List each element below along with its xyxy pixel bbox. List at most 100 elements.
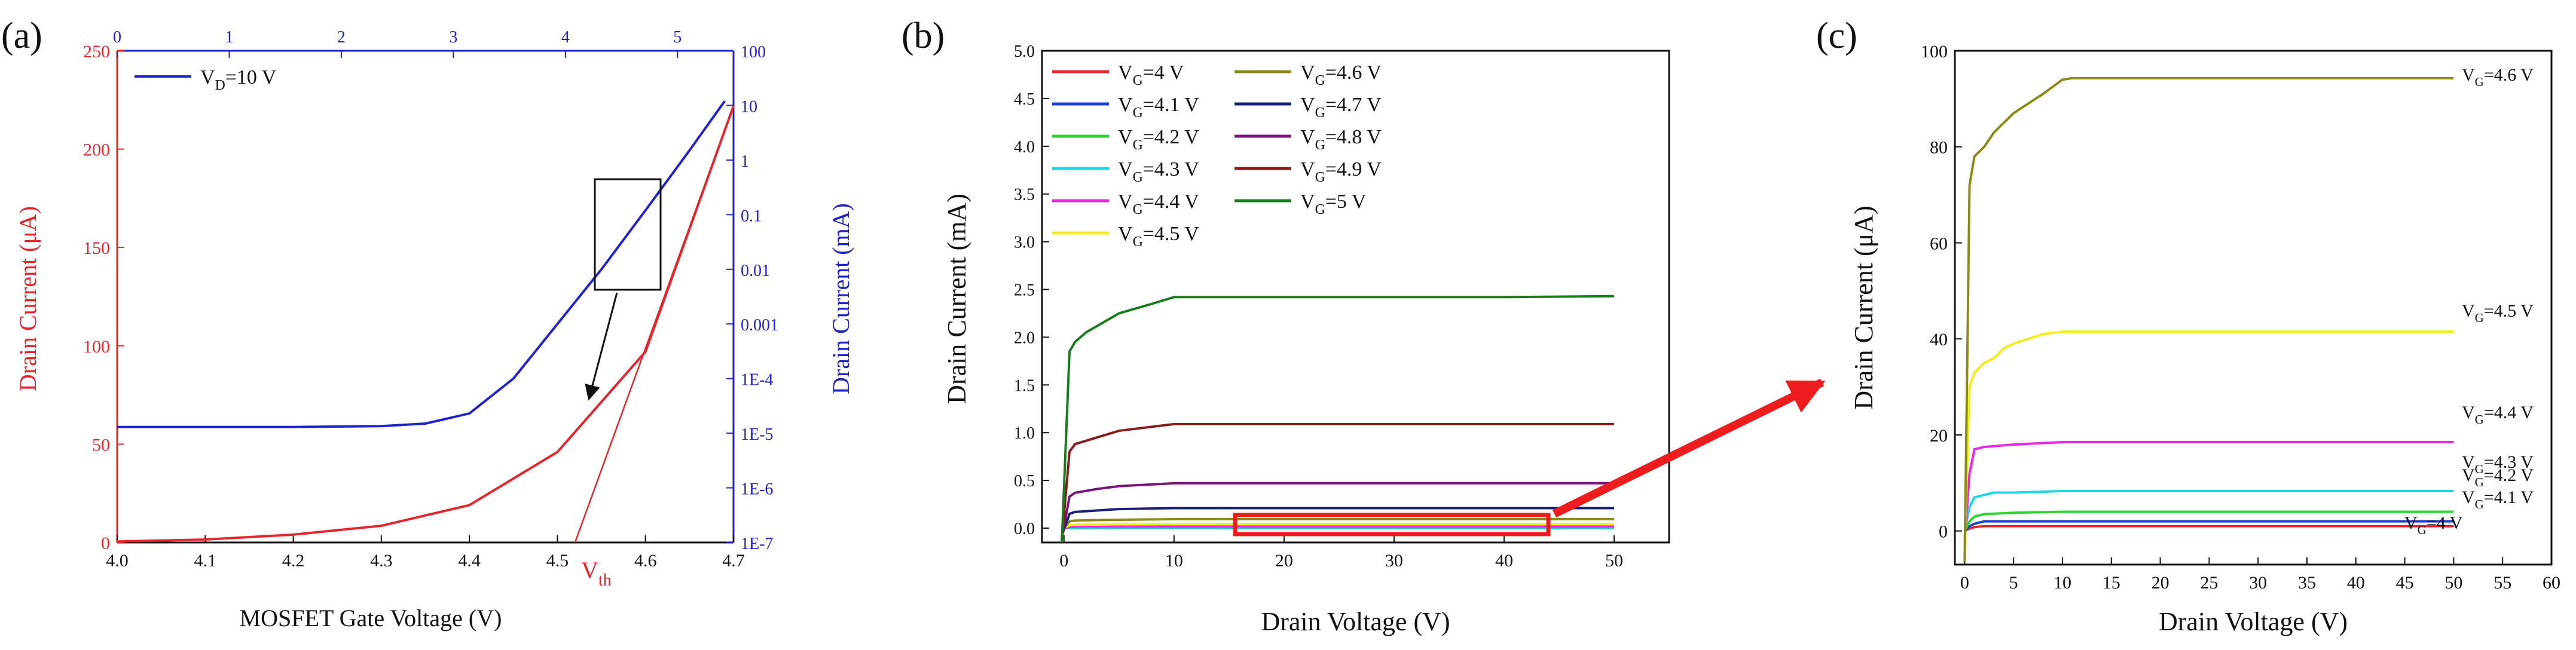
b-legend-label: VG=5 V [1300, 191, 1367, 217]
c-end-label: VG=4.2 V [2462, 465, 2534, 489]
b-x-tick-label: 10 [1165, 551, 1183, 571]
c-x-tick-label: 20 [2152, 573, 2169, 593]
c-x-tick-label: 25 [2200, 573, 2218, 593]
a-top-tick-label: 5 [673, 28, 682, 47]
a-zoom-box [594, 178, 662, 291]
c-series-5 [1963, 330, 2454, 545]
c-x-tick-label: 50 [2444, 573, 2462, 593]
a-top-tick-label: 0 [113, 28, 121, 47]
a-right-tick-label: 0.01 [741, 262, 770, 280]
a-left-tick-label: 50 [92, 435, 110, 455]
a-x-tick-label: 4.1 [194, 551, 217, 571]
c-series-3 [1963, 490, 2454, 532]
c-end-label: VG=4.6 V [2462, 65, 2534, 89]
a-right-tick-label: 0.001 [741, 316, 778, 335]
c-series-6 [1963, 76, 2454, 563]
a-top-tick-label: 2 [337, 28, 346, 47]
b-y-tick-label: 3.0 [1014, 234, 1035, 252]
c-y-axis-label: Drain Current (μA) [1849, 206, 1878, 409]
a-right-tick-label: 1E-7 [741, 535, 773, 553]
panel-label-a: (a) [1, 16, 42, 56]
c-x-tick-label: 15 [2103, 573, 2120, 593]
a-right-tick-label: 1 [741, 152, 749, 171]
a-x-tick-label: 4.3 [370, 551, 393, 571]
a-x-tick-label: 4.2 [282, 551, 305, 571]
b-legend-label: VG=4.6 V [1300, 62, 1382, 88]
c-series-2 [1963, 510, 2454, 532]
a-x-tick-label: 4.4 [458, 551, 481, 571]
b-x-tick-label: 20 [1275, 551, 1293, 571]
b-series-4 [1064, 525, 1614, 529]
a-right-tick-label: 1E-6 [741, 480, 773, 499]
a-left-tick-label: 250 [83, 42, 110, 62]
b-highlight-box [1233, 513, 1551, 536]
b-series-9 [1061, 422, 1614, 540]
a-x-tick-label: 4.0 [106, 551, 129, 571]
c-end-label: VG=4.5 V [2462, 301, 2534, 325]
c-series-0 [1964, 525, 2454, 532]
b-legend-label: VG=4.5 V [1118, 223, 1199, 250]
a-top-tick-label: 4 [561, 28, 570, 47]
c-x-tick-label: 40 [2347, 573, 2365, 593]
b-x-tick-label: 30 [1385, 551, 1403, 571]
c-x-tick-label: 5 [2009, 573, 2018, 593]
c-x-tick-label: 60 [2543, 573, 2560, 593]
b-legend-label: VG=4.3 V [1118, 158, 1199, 185]
b-x-tick-label: 40 [1495, 551, 1513, 571]
a-left-tick-label: 100 [83, 337, 110, 357]
a-x-axis-label: MOSFET Gate Voltage (V) [240, 605, 502, 631]
b-legend-label: VG=4.9 V [1300, 158, 1382, 185]
a-extrapolation-line [574, 105, 735, 543]
c-x-tick-label: 10 [2054, 573, 2071, 593]
panel-label-c: (c) [1816, 16, 1857, 56]
c-x-tick-label: 55 [2494, 573, 2511, 593]
b-y-tick-label: 4.0 [1014, 138, 1035, 157]
c-end-label: VG=4.1 V [2462, 488, 2534, 511]
c-x-tick-label: 35 [2298, 573, 2316, 593]
c-y-tick-label: 0 [1939, 522, 1948, 542]
b-y-tick-label: 5.0 [1014, 42, 1035, 61]
a-zoom-arrow [585, 292, 618, 401]
c-x-tick-label: 45 [2396, 573, 2414, 593]
b-series-5 [1063, 523, 1614, 529]
b-series-7 [1061, 507, 1614, 536]
b-legend-label: VG=4.8 V [1300, 126, 1382, 153]
b-y-tick-label: 3.5 [1014, 186, 1035, 204]
b-y-tick-label: 2.5 [1014, 281, 1035, 300]
c-series-4 [1963, 441, 2454, 541]
b-y-tick-label: 0.0 [1014, 520, 1035, 538]
c-y-tick-label: 100 [1921, 42, 1948, 62]
b-plot-frame [1041, 50, 1670, 544]
a-series-linear [117, 105, 735, 543]
c-plot-frame [1954, 50, 2553, 566]
b-series-10 [1061, 295, 1614, 543]
c-end-label: VG=4.3 V [2462, 452, 2534, 476]
c-y-tick-label: 20 [1930, 426, 1948, 446]
a-y-right-label: Drain Current (mA) [827, 203, 854, 394]
c-y-tick-label: 60 [1930, 234, 1948, 253]
a-y-left-label: Drain Current (μA) [14, 206, 41, 391]
b-y-tick-label: 1.5 [1014, 376, 1035, 395]
c-series-1 [1963, 520, 2454, 532]
b-y-tick-label: 4.5 [1014, 90, 1035, 109]
a-top-tick-label: 1 [225, 28, 233, 47]
b-y-tick-label: 0.5 [1014, 472, 1035, 490]
a-right-tick-label: 0.1 [741, 207, 762, 225]
c-end-label: VG=4 V [2404, 513, 2463, 537]
b-x-axis-label: Drain Voltage (V) [1261, 607, 1450, 636]
b-legend-label: VG=4.1 V [1118, 94, 1199, 121]
a-legend-label: VD=10 V [200, 66, 277, 93]
a-x-tick-label: 4.7 [722, 551, 745, 571]
b-series-6 [1063, 518, 1614, 529]
c-end-label: VG=4.4 V [2462, 403, 2534, 427]
a-right-tick-label: 10 [741, 97, 757, 116]
b-legend-label: VG=4.7 V [1300, 94, 1382, 121]
c-x-axis-label: Drain Voltage (V) [2159, 607, 2348, 636]
a-left-tick-label: 0 [101, 534, 110, 553]
b-series-8 [1061, 482, 1614, 538]
a-right-tick-label: 100 [741, 43, 766, 62]
c-y-tick-label: 80 [1930, 138, 1948, 158]
b-x-tick-label: 50 [1605, 551, 1623, 571]
a-x-tick-label: 4.5 [546, 551, 569, 571]
c-x-tick-label: 30 [2249, 573, 2267, 593]
